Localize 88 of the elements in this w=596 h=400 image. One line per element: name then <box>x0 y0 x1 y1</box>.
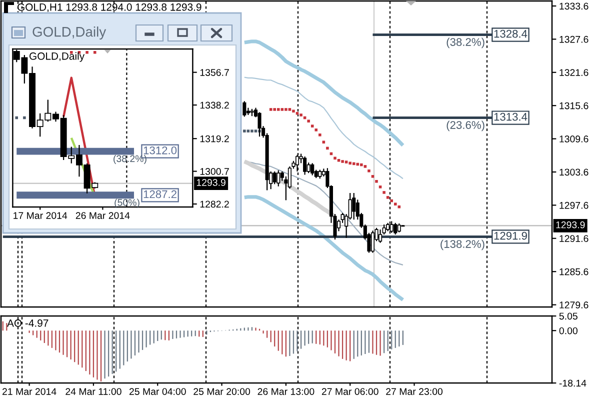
chart-title: GOLD,H1 1293.8 1294.0 1293.8 1293.9 <box>18 3 202 12</box>
x-tick-label: 26 Mar 13:00 <box>258 388 314 395</box>
point <box>382 191 386 194</box>
candlestick <box>272 170 276 185</box>
y-tick-label: 1300.7 <box>200 168 229 175</box>
y-tick-label: 1303.6 <box>560 168 588 176</box>
candlestick <box>394 222 398 236</box>
y-tick-label: 1321.6 <box>560 69 588 76</box>
ref-line-label: 1293.9 <box>196 179 226 186</box>
data-label: 1313.4 <box>494 112 528 121</box>
y-tick-label: -18.14 <box>559 380 586 387</box>
y-tick-label: 1309.6 <box>560 136 588 142</box>
point <box>318 134 322 136</box>
annotation: (50%) <box>114 198 140 208</box>
y-tick-label: 1327.6 <box>560 36 588 43</box>
candlestick <box>352 192 356 220</box>
x-tick-label: 27 Mar 23:00 <box>386 388 443 395</box>
y-tick-label: 1279.6 <box>560 302 588 308</box>
y-tick-label: 1315.6 <box>560 102 588 110</box>
y-tick-label: 1333.6 <box>560 2 588 10</box>
y-tick-label: 0.00 <box>559 327 578 334</box>
point <box>310 124 314 128</box>
y-tick-label: 1356.7 <box>200 69 229 76</box>
point <box>378 186 382 188</box>
point <box>300 114 302 116</box>
chart-title: GOLD,Daily <box>32 26 106 40</box>
candlestick <box>276 170 280 187</box>
point <box>337 158 340 162</box>
point <box>292 110 295 113</box>
point <box>394 202 397 206</box>
x-tick-label: 25 Mar 20:00 <box>194 388 250 395</box>
point <box>254 130 258 132</box>
chart-title: AO -4.97 <box>7 319 48 327</box>
y-tick-label: 5.05 <box>559 312 578 320</box>
y-tick-label: 1338.2 <box>200 102 229 109</box>
annotation: (23.6%) <box>446 120 484 132</box>
point <box>307 120 310 122</box>
point <box>352 162 356 166</box>
point <box>341 160 344 163</box>
point <box>273 108 276 111</box>
y-tick-label: 1285.6 <box>560 268 588 276</box>
point <box>277 108 280 111</box>
point <box>348 162 352 165</box>
candlestick <box>303 156 307 176</box>
y-tick-label: 1319.2 <box>200 135 229 142</box>
point <box>368 169 370 172</box>
point <box>322 140 326 144</box>
annotation: (38.2%) <box>446 38 484 48</box>
y-tick-label: 1282.2 <box>200 200 229 208</box>
x-tick-label: 21 Mar 2014 <box>2 388 56 395</box>
point <box>344 160 348 164</box>
point <box>364 165 367 168</box>
point <box>280 108 284 111</box>
candlestick <box>242 100 246 118</box>
data-label: 1312.0 <box>144 146 177 154</box>
x-tick-label: 25 Mar 04:00 <box>129 388 186 395</box>
ref-line-label: 1293.9 <box>556 221 585 228</box>
candlestick <box>310 162 314 176</box>
y-tick-label: 1297.6 <box>560 202 588 209</box>
data-label: 1328.4 <box>494 30 528 38</box>
x-tick-label: 24 Mar 11:00 <box>66 388 122 395</box>
x-tick-label: 27 Mar 06:00 <box>322 388 378 395</box>
point <box>334 156 336 160</box>
line-series <box>244 76 404 180</box>
point <box>375 180 378 183</box>
candlestick <box>370 230 375 254</box>
point <box>250 130 254 132</box>
point <box>284 108 288 111</box>
point <box>314 128 318 132</box>
point <box>269 108 272 111</box>
x-tick-label: 26 Mar 2014 <box>76 212 130 219</box>
x-tick-label: 17 Mar 2014 <box>14 212 68 219</box>
point <box>386 196 390 199</box>
point <box>326 146 329 150</box>
line-series <box>242 195 405 302</box>
chart-subtitle: GOLD,Daily <box>30 52 85 62</box>
data-label: 1291.9 <box>494 232 527 240</box>
point <box>246 130 250 132</box>
point <box>360 163 363 166</box>
point <box>288 108 292 111</box>
annotation: (38.2%) <box>114 154 146 164</box>
line-series <box>242 40 405 148</box>
point <box>371 175 374 178</box>
candlestick <box>378 228 382 244</box>
data-label: 1287.2 <box>144 190 176 198</box>
annotation: (138.2%) <box>440 240 484 250</box>
point <box>243 130 246 132</box>
y-tick-label: 1291.6 <box>560 235 588 242</box>
